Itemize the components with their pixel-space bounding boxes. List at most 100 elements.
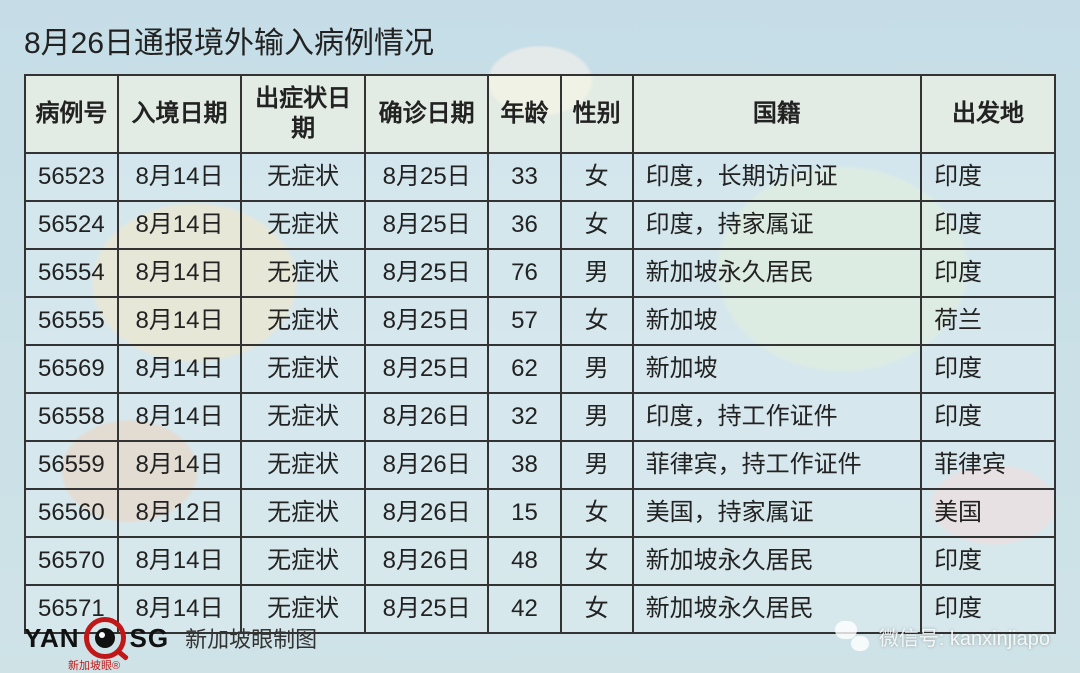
table-cell: 无症状 [241, 201, 365, 249]
table-cell: 8月25日 [365, 585, 489, 633]
table-cell: 38 [488, 441, 560, 489]
logo-text-left: YAN [24, 623, 80, 654]
table-row: 565558月14日无症状8月25日57女新加坡荷兰 [25, 297, 1055, 345]
table-cell: 56555 [25, 297, 118, 345]
table-cell: 新加坡 [633, 297, 921, 345]
wechat-icon [835, 621, 869, 651]
table-cell: 美国，持家属证 [633, 489, 921, 537]
table-cell: 女 [561, 297, 633, 345]
table-cell: 56559 [25, 441, 118, 489]
logo-text-right: SG [130, 623, 170, 654]
footer: YAN SG 新加坡眼® 新加坡眼制图 [24, 617, 317, 659]
table-cell: 8月25日 [365, 201, 489, 249]
table-cell: 76 [488, 249, 560, 297]
table-cell: 8月14日 [118, 441, 242, 489]
table-cell: 8月26日 [365, 489, 489, 537]
table-cell: 印度 [921, 537, 1055, 585]
table-cell: 32 [488, 393, 560, 441]
table-cell: 无症状 [241, 297, 365, 345]
table-cell: 8月25日 [365, 345, 489, 393]
table-cell: 56523 [25, 153, 118, 201]
table-cell: 新加坡 [633, 345, 921, 393]
magnifier-icon [84, 617, 126, 659]
table-cell: 无症状 [241, 249, 365, 297]
table-cell: 57 [488, 297, 560, 345]
table-header-cell: 入境日期 [118, 75, 242, 153]
table-cell: 印度 [921, 249, 1055, 297]
table-row: 565588月14日无症状8月26日32男印度，持工作证件印度 [25, 393, 1055, 441]
table-cell: 女 [561, 537, 633, 585]
table-cell: 无症状 [241, 153, 365, 201]
table-cell: 8月26日 [365, 537, 489, 585]
table-cell: 56570 [25, 537, 118, 585]
table-cell: 女 [561, 201, 633, 249]
page-title: 8月26日通报境外输入病例情况 [24, 18, 1056, 62]
table-header-cell: 性别 [561, 75, 633, 153]
table-cell: 33 [488, 153, 560, 201]
table-cell: 8月25日 [365, 153, 489, 201]
table-cell: 56524 [25, 201, 118, 249]
table-cell: 8月12日 [118, 489, 242, 537]
table-header-cell: 出症状日期 [241, 75, 365, 153]
wechat-watermark: 微信号: kanxinjiapo [835, 621, 1050, 651]
table-cell: 美国 [921, 489, 1055, 537]
wechat-label: 微信号: kanxinjiapo [879, 622, 1050, 651]
table-row: 565698月14日无症状8月25日62男新加坡印度 [25, 345, 1055, 393]
table-cell: 印度 [921, 393, 1055, 441]
table-cell: 菲律宾，持工作证件 [633, 441, 921, 489]
table-header-cell: 出发地 [921, 75, 1055, 153]
table-cell: 8月14日 [118, 393, 242, 441]
table-row: 565238月14日无症状8月25日33女印度，长期访问证印度 [25, 153, 1055, 201]
table-row: 565548月14日无症状8月25日76男新加坡永久居民印度 [25, 249, 1055, 297]
table-cell: 新加坡永久居民 [633, 249, 921, 297]
table-cell: 8月26日 [365, 441, 489, 489]
table-body: 565238月14日无症状8月25日33女印度，长期访问证印度565248月14… [25, 153, 1055, 633]
table-cell: 无症状 [241, 537, 365, 585]
table-cell: 菲律宾 [921, 441, 1055, 489]
table-cell: 印度 [921, 201, 1055, 249]
table-cell: 印度，持家属证 [633, 201, 921, 249]
table-cell: 女 [561, 153, 633, 201]
table-cell: 无症状 [241, 345, 365, 393]
table-cell: 36 [488, 201, 560, 249]
table-row: 565608月12日无症状8月26日15女美国，持家属证美国 [25, 489, 1055, 537]
table-cell: 56554 [25, 249, 118, 297]
table-cell: 8月14日 [118, 537, 242, 585]
table-cell: 男 [561, 441, 633, 489]
table-header-row: 病例号入境日期出症状日期确诊日期年龄性别国籍出发地 [25, 75, 1055, 153]
table-cell: 男 [561, 249, 633, 297]
table-cell: 8月14日 [118, 297, 242, 345]
table-cell: 无症状 [241, 489, 365, 537]
table-header-cell: 年龄 [488, 75, 560, 153]
table-cell: 8月25日 [365, 297, 489, 345]
table-cell: 8月26日 [365, 393, 489, 441]
table-row: 565248月14日无症状8月25日36女印度，持家属证印度 [25, 201, 1055, 249]
table-cell: 男 [561, 393, 633, 441]
credit-text: 新加坡眼制图 [185, 622, 317, 654]
table-cell: 印度，长期访问证 [633, 153, 921, 201]
table-cell: 62 [488, 345, 560, 393]
logo-subtext: 新加坡眼® [68, 657, 120, 673]
table-cell: 8月25日 [365, 249, 489, 297]
table-cell: 56569 [25, 345, 118, 393]
table-cell: 印度 [921, 345, 1055, 393]
table-cell: 荷兰 [921, 297, 1055, 345]
table-cell: 印度 [921, 153, 1055, 201]
table-cell: 8月14日 [118, 345, 242, 393]
table-cell: 女 [561, 489, 633, 537]
table-cell: 56558 [25, 393, 118, 441]
table-cell: 8月14日 [118, 249, 242, 297]
table-cell: 无症状 [241, 441, 365, 489]
table-cell: 8月14日 [118, 201, 242, 249]
content-container: 8月26日通报境外输入病例情况 病例号入境日期出症状日期确诊日期年龄性别国籍出发… [0, 0, 1080, 634]
table-cell: 8月14日 [118, 153, 242, 201]
table-cell: 42 [488, 585, 560, 633]
table-cell: 男 [561, 345, 633, 393]
table-cell: 无症状 [241, 393, 365, 441]
table-cell: 印度，持工作证件 [633, 393, 921, 441]
table-cell: 15 [488, 489, 560, 537]
brand-logo: YAN SG 新加坡眼® [24, 617, 169, 659]
case-table: 病例号入境日期出症状日期确诊日期年龄性别国籍出发地 565238月14日无症状8… [24, 74, 1056, 634]
table-header-cell: 病例号 [25, 75, 118, 153]
table-header-cell: 国籍 [633, 75, 921, 153]
